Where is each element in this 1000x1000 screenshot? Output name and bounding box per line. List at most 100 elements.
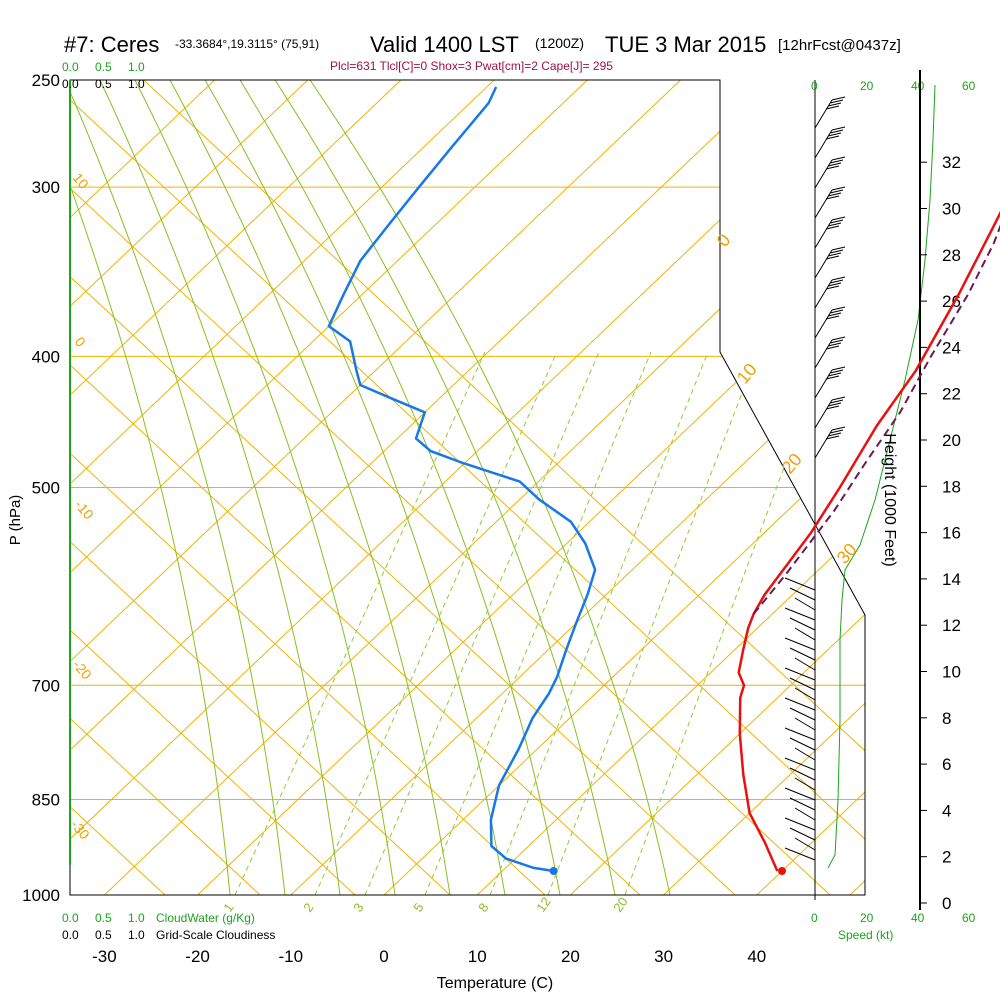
wind-barb-flag — [827, 102, 842, 107]
pressure-tick-500: 500 — [32, 479, 60, 498]
wind-barb-flag — [827, 222, 842, 227]
cloudwater-legend: CloudWater (g/Kg) — [156, 911, 255, 925]
mixing-ratio-label: 2 — [300, 900, 316, 915]
wind-barb-staff — [814, 189, 833, 219]
pressure-tick-700: 700 — [32, 676, 60, 695]
moist-adiabat — [70, 80, 286, 895]
wind-barb-lower — [794, 777, 816, 791]
wind-barb-flag — [827, 342, 842, 347]
dewpoint-line — [327, 86, 597, 873]
moist-adiabat — [239, 80, 561, 895]
isotherm — [849, 80, 865, 895]
zulu-time: (1200Z) — [535, 35, 584, 51]
temperature-tick: 0 — [379, 947, 388, 966]
pressure-axis: 1000 850 700 500 400 300 250 — [22, 71, 60, 905]
height-tick-32: 32 — [942, 153, 961, 172]
wind-barb-flag — [827, 192, 842, 197]
wind-barb-flag — [825, 435, 840, 440]
dry-adiabat-label: -20 — [70, 657, 95, 683]
wind-barbs — [784, 96, 846, 861]
cloudiness-legend: Grid-Scale Cloudiness — [156, 928, 275, 942]
wind-barb-lower — [789, 797, 816, 811]
wind-barb-flag — [831, 396, 846, 401]
wind-barb-flag — [831, 306, 846, 311]
dry-adiabat-label: -10 — [72, 497, 97, 523]
wind-barb-flag — [827, 432, 842, 437]
wind-barb-lower — [784, 607, 816, 621]
temperature-tick: 30 — [654, 947, 673, 966]
wind-barb-staff — [814, 369, 833, 399]
height-tick-10: 10 — [942, 663, 961, 682]
wind-barb-flag — [829, 159, 844, 164]
wind-barb-staff — [814, 219, 833, 249]
pressure-tick-1000: 1000 — [22, 886, 60, 905]
dry-adiabat — [70, 80, 736, 895]
cloud-scale-top-b2: 1.0 — [128, 77, 145, 91]
wind-barb-flag — [825, 225, 840, 230]
wind-barb-lower — [784, 817, 816, 831]
wind-barb-flag — [827, 132, 842, 137]
valid-date: TUE 3 Mar 2015 — [605, 32, 766, 57]
speed-tick-bot-40: 40 — [911, 911, 925, 925]
plot-frame — [69, 79, 866, 896]
wind-barb-flag — [825, 285, 840, 290]
dry-adiabat — [70, 80, 865, 895]
wind-barb-flag — [829, 219, 844, 224]
cloud-scale-top-b1: 0.5 — [95, 77, 112, 91]
wind-barb-staff — [814, 129, 833, 159]
wind-barb-lower — [789, 707, 816, 721]
wind-barb-lower — [784, 847, 816, 861]
mixing-ratio-line — [489, 351, 709, 895]
temperature-tick: 20 — [561, 947, 580, 966]
temperature-axis-title: Temperature (C) — [437, 975, 553, 992]
temperature-tick: -30 — [92, 947, 117, 966]
moist-adiabat — [169, 80, 451, 895]
wind-barb-flag — [825, 135, 840, 140]
isotherm — [570, 80, 865, 895]
wind-barb-staff — [814, 99, 833, 129]
wind-barb-staff — [814, 279, 833, 309]
dry-adiabat — [70, 80, 356, 895]
forecast-label: [12hrFcst@0437z] — [778, 37, 901, 54]
dry-adiabat — [139, 80, 865, 895]
wind-barb-flag — [829, 429, 844, 434]
speed-tick-bot-20: 20 — [860, 911, 874, 925]
parcel-line — [752, 224, 1000, 615]
cloud-scale-top-a0: 0.0 — [62, 60, 79, 74]
chart-header: #7: Ceres -33.3684°,19.3115° (75,91) Val… — [64, 32, 901, 73]
wind-barb-flag — [825, 315, 840, 320]
cloud-scale-bot-b0: 0.0 — [62, 928, 79, 942]
mixing-ratio-label: 3 — [350, 900, 366, 915]
cloud-scale-top-a2: 1.0 — [128, 60, 145, 74]
wind-barb-flag — [827, 312, 842, 317]
wind-barb-lower — [789, 617, 816, 631]
wind-barb-flag — [825, 105, 840, 110]
speed-tick-top-60: 60 — [962, 79, 976, 93]
mixing-ratio-line — [234, 351, 486, 895]
wind-barb-lower — [789, 677, 816, 691]
wind-barb-flag — [831, 246, 846, 251]
moist-adiabat-label: 20 — [778, 449, 806, 477]
moist-adiabat — [134, 80, 396, 895]
mixing-ratio-line — [314, 351, 558, 895]
wind-speed-profile — [827, 84, 936, 869]
wind-barb-flag — [831, 216, 846, 221]
wind-barb-flag — [831, 96, 846, 101]
pressure-tick-250: 250 — [32, 71, 60, 90]
wind-barb-flag — [829, 99, 844, 104]
isotherm — [70, 80, 681, 895]
wind-barb-lower — [794, 687, 816, 701]
height-tick-24: 24 — [942, 338, 961, 357]
wind-barb-flag — [829, 189, 844, 194]
speed-tick-bot-60: 60 — [962, 911, 976, 925]
dry-adiabat — [70, 80, 451, 895]
station-coords: -33.3684°,19.3115° (75,91) — [175, 37, 319, 51]
height-axis-title: Height (1000 Feet) — [881, 433, 898, 566]
wind-barb-staff — [814, 309, 833, 339]
wind-barb-staff — [814, 399, 833, 429]
wind-barb-lower — [794, 807, 816, 821]
chart-grid — [70, 80, 865, 895]
isotherm — [663, 80, 865, 895]
